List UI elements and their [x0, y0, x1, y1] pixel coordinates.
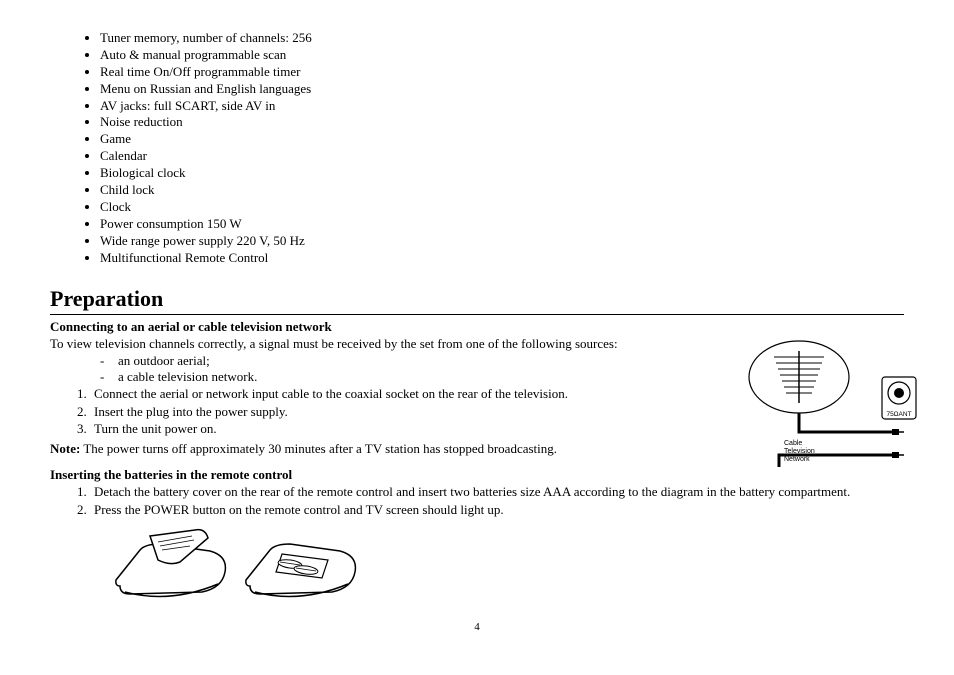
feature-item: Wide range power supply 220 V, 50 Hz [100, 233, 904, 250]
feature-list: Tuner memory, number of channels: 256 Au… [50, 30, 904, 266]
feature-item: Noise reduction [100, 114, 904, 131]
feature-item: AV jacks: full SCART, side AV in [100, 98, 904, 115]
feature-item: Child lock [100, 182, 904, 199]
feature-item: Clock [100, 199, 904, 216]
aerial-diagram: 75ΩANT Cable Television Network [744, 337, 919, 472]
remote-right-icon [246, 544, 356, 597]
feature-item: Power consumption 150 W [100, 216, 904, 233]
feature-item: Biological clock [100, 165, 904, 182]
feature-item: Real time On/Off programmable timer [100, 64, 904, 81]
cable-label-line1: Cable [784, 440, 802, 447]
remote-diagrams-svg [110, 526, 360, 611]
feature-item: Game [100, 131, 904, 148]
battery-step: Detach the battery cover on the rear of … [90, 483, 904, 501]
note-text: The power turns off approximately 30 min… [80, 441, 557, 456]
section-title-preparation: Preparation [50, 286, 904, 312]
cable-label-line2: Television [784, 448, 815, 455]
battery-step: Press the POWER button on the remote con… [90, 501, 904, 519]
subhead-aerial: Connecting to an aerial or cable televis… [50, 319, 904, 335]
feature-item: Menu on Russian and English languages [100, 81, 904, 98]
remote-left-icon [116, 530, 226, 597]
aerial-diagram-svg: 75ΩANT Cable Television Network [744, 337, 919, 472]
feature-item: Tuner memory, number of channels: 256 [100, 30, 904, 47]
remote-diagrams [110, 526, 904, 615]
feature-item: Calendar [100, 148, 904, 165]
feature-item: Multifunctional Remote Control [100, 250, 904, 267]
note-label: Note: [50, 441, 80, 456]
divider [50, 314, 904, 315]
page-number: 4 [50, 621, 904, 633]
socket-label: 75ΩANT [886, 411, 911, 418]
feature-item: Auto & manual programmable scan [100, 47, 904, 64]
battery-steps: Detach the battery cover on the rear of … [50, 483, 904, 518]
cable-label-line3: Network [784, 456, 810, 463]
